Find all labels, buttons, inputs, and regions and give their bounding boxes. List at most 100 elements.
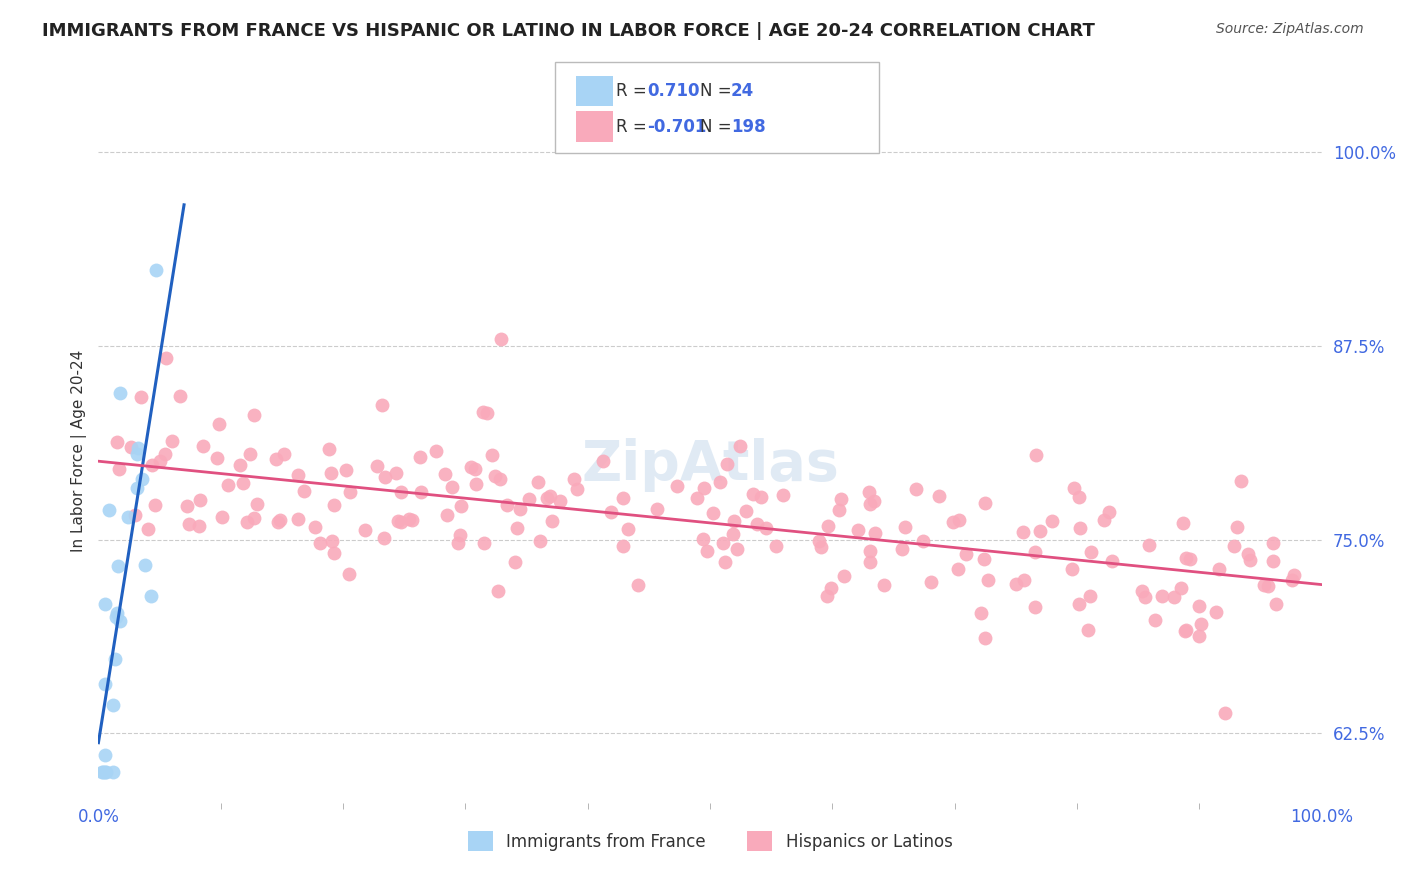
Point: [371, 398, 394, 412]
Point: [211, 509, 233, 524]
Point: [747, 517, 769, 532]
Point: [145, 262, 167, 277]
Point: [946, 561, 969, 575]
Point: [540, 514, 562, 528]
Point: [273, 447, 295, 461]
Point: [243, 409, 266, 423]
Point: [1080, 544, 1102, 558]
Point: [693, 481, 716, 495]
Y-axis label: In Labor Force | Age 20-24: In Labor Force | Age 20-24: [72, 350, 87, 551]
Point: [169, 389, 191, 403]
Point: [384, 466, 406, 480]
Point: [1173, 516, 1195, 530]
Point: [721, 527, 744, 541]
Point: [920, 575, 942, 590]
Point: [1170, 581, 1192, 595]
Point: [647, 501, 669, 516]
Point: [728, 439, 751, 453]
Point: [323, 546, 346, 560]
Point: [229, 458, 252, 472]
Point: [974, 632, 997, 646]
Point: [489, 472, 512, 486]
Point: [477, 406, 499, 420]
Point: [1187, 629, 1209, 643]
Point: [153, 446, 176, 460]
Point: [1011, 525, 1033, 540]
Point: [807, 534, 830, 549]
Point: [527, 475, 550, 489]
Point: [235, 515, 257, 529]
Point: [1188, 599, 1211, 614]
Point: [162, 434, 184, 449]
Point: [141, 458, 163, 473]
Point: [409, 450, 432, 464]
Point: [1222, 539, 1244, 553]
Point: [148, 454, 170, 468]
Point: [129, 390, 152, 404]
Point: [846, 523, 869, 537]
Point: [188, 493, 211, 508]
Point: [973, 496, 995, 510]
Point: [1261, 554, 1284, 568]
Point: [323, 498, 346, 512]
Point: [617, 522, 640, 536]
Point: [472, 405, 495, 419]
Point: [304, 520, 326, 534]
Point: [108, 461, 131, 475]
Point: [1024, 545, 1046, 559]
Point: [1040, 514, 1063, 528]
Point: [94, 764, 117, 779]
Point: [1282, 568, 1305, 582]
Point: [1101, 554, 1123, 568]
Point: [1062, 562, 1084, 576]
Point: [94, 677, 117, 691]
Point: [828, 503, 851, 517]
Point: [858, 485, 880, 500]
Point: [243, 511, 266, 525]
Text: ZipAtlas: ZipAtlas: [581, 438, 839, 491]
Point: [810, 540, 832, 554]
Point: [1264, 597, 1286, 611]
Point: [725, 541, 748, 556]
Point: [1012, 573, 1035, 587]
Point: [820, 582, 842, 596]
Point: [321, 533, 343, 548]
Point: [1213, 706, 1236, 720]
Point: [1069, 521, 1091, 535]
Point: [942, 515, 965, 529]
Point: [702, 506, 724, 520]
Point: [1230, 475, 1253, 489]
Point: [765, 539, 787, 553]
Point: [433, 467, 456, 481]
Point: [723, 514, 745, 528]
Point: [755, 521, 778, 535]
Text: R =: R =: [616, 118, 652, 136]
Point: [486, 583, 509, 598]
Point: [612, 491, 634, 505]
Point: [928, 489, 950, 503]
Point: [592, 454, 614, 468]
Point: [536, 491, 558, 506]
Point: [696, 544, 718, 558]
Point: [464, 461, 486, 475]
Point: [387, 515, 409, 529]
Point: [1175, 623, 1198, 637]
Point: [105, 606, 128, 620]
Point: [711, 536, 734, 550]
Point: [205, 451, 228, 466]
Point: [496, 498, 519, 512]
Point: [1005, 577, 1028, 591]
Text: 0.710: 0.710: [647, 82, 699, 100]
Point: [177, 517, 200, 532]
Point: [517, 491, 540, 506]
Point: [1077, 623, 1099, 637]
Point: [692, 533, 714, 547]
Point: [832, 569, 855, 583]
Point: [127, 481, 149, 495]
Point: [354, 523, 377, 537]
Point: [859, 544, 882, 558]
Point: [955, 547, 977, 561]
Point: [287, 468, 309, 483]
Point: [815, 589, 838, 603]
Point: [108, 614, 131, 628]
